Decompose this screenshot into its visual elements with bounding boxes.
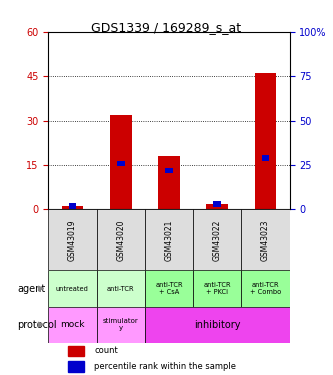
Bar [158,156,180,209]
Bar [68,346,85,356]
Bar [262,155,269,160]
Bar [145,270,193,306]
Bar [241,270,290,306]
Bar [110,115,132,209]
Bar [48,209,97,270]
Text: count: count [94,346,118,355]
Bar [241,209,290,270]
Bar [97,209,145,270]
Text: protocol: protocol [17,320,57,330]
Text: GSM43022: GSM43022 [213,219,222,261]
Text: agent: agent [17,284,45,294]
Bar [193,270,241,306]
Text: GDS1339 / 169289_s_at: GDS1339 / 169289_s_at [92,21,241,34]
Bar [97,306,145,343]
Text: anti-TCR
+ CsA: anti-TCR + CsA [155,282,183,295]
Bar [68,361,85,372]
Text: GSM43023: GSM43023 [261,219,270,261]
Bar [193,209,241,270]
Bar [255,73,276,209]
Text: GSM43021: GSM43021 [165,219,173,261]
Bar [165,168,173,173]
Bar [206,204,228,209]
Text: GSM43019: GSM43019 [68,219,77,261]
Text: inhibitory: inhibitory [194,320,240,330]
Text: GSM43020: GSM43020 [116,219,125,261]
Bar [48,270,97,306]
Bar [213,201,221,207]
Bar [48,306,97,343]
Bar [117,160,125,166]
Text: untreated: untreated [56,285,89,291]
Bar [69,203,76,208]
Text: anti-TCR
+ PKCi: anti-TCR + PKCi [203,282,231,295]
Text: percentile rank within the sample: percentile rank within the sample [94,362,236,370]
Text: anti-TCR: anti-TCR [107,285,135,291]
Bar [62,207,83,209]
Bar [97,270,145,306]
Bar [145,209,193,270]
Text: mock: mock [60,320,85,329]
Text: anti-TCR
+ Combo: anti-TCR + Combo [250,282,281,295]
Bar [145,306,290,343]
Text: stimulator
y: stimulator y [103,318,139,331]
